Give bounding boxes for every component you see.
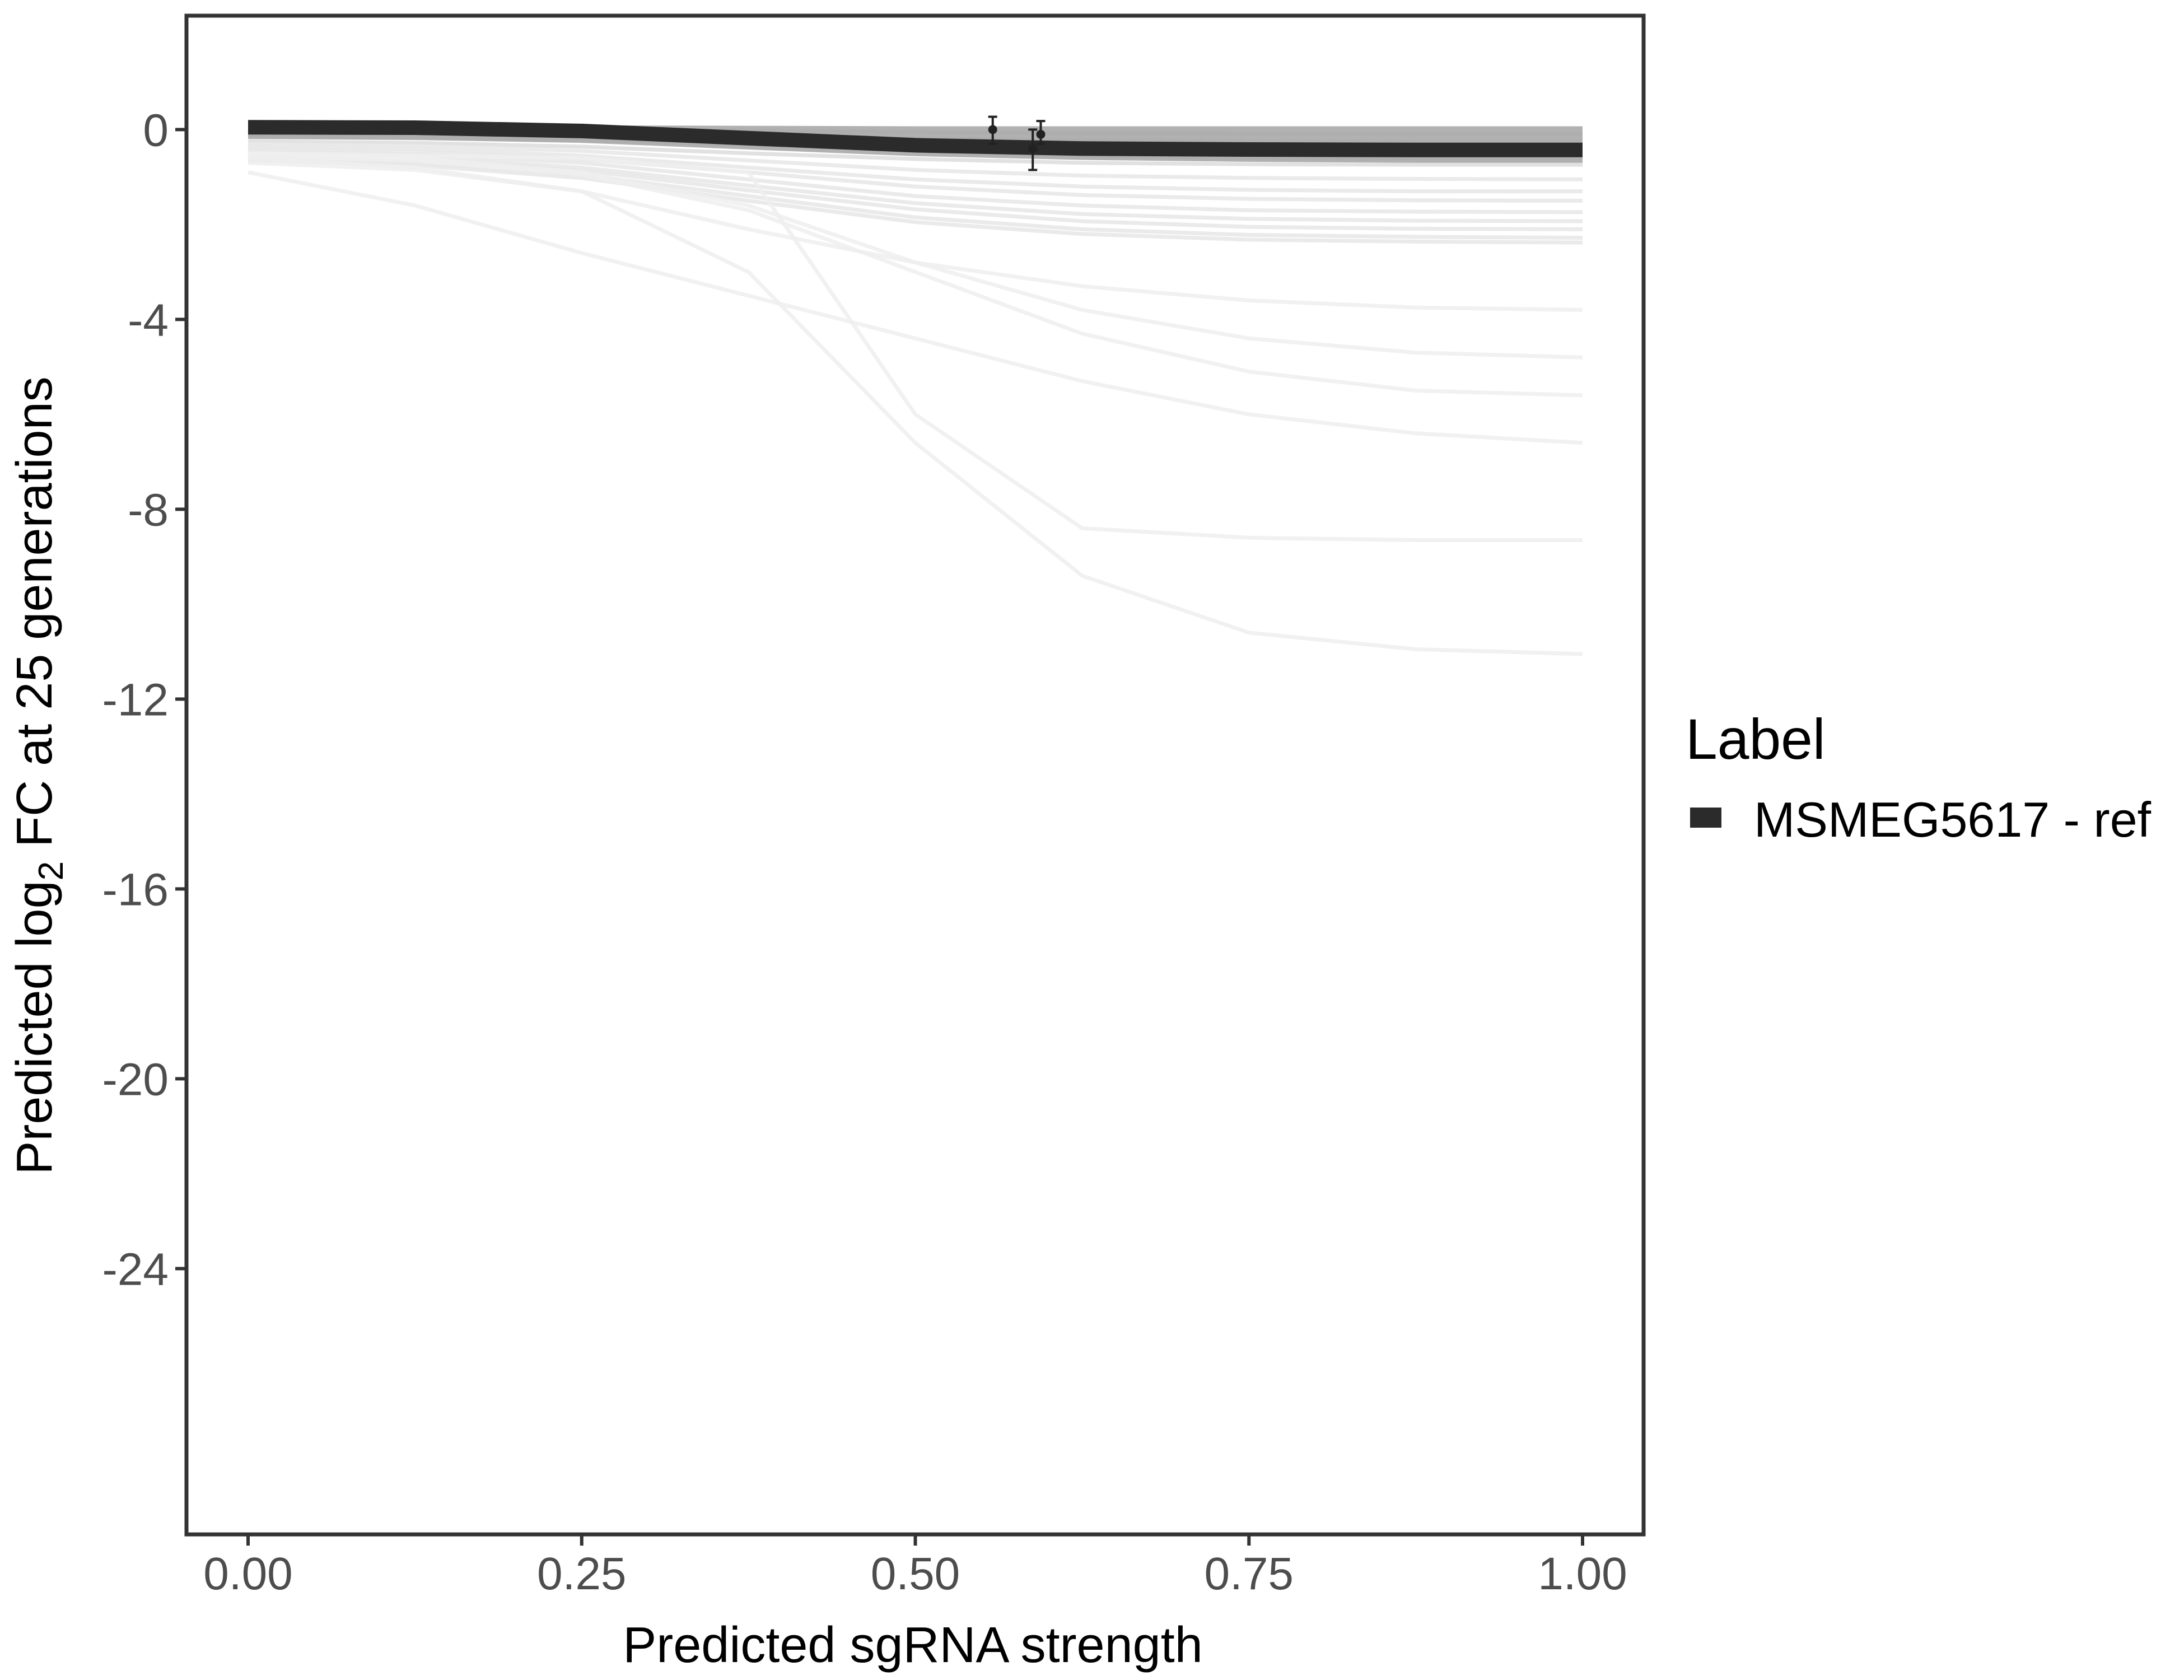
x-tick-label-1: 0.25 (537, 1548, 627, 1599)
y-tick-label-0: 0 (143, 105, 169, 156)
data-point-1 (1028, 128, 1038, 171)
background-curve-15 (248, 151, 1583, 360)
y-axis-title-suffix: FC at 25 generations (7, 376, 63, 861)
y-axis-title: Predicted log2 FC at 25 generations (7, 376, 71, 1174)
background-curve-13 (248, 158, 1583, 245)
y-tick-label-1: -4 (128, 295, 169, 346)
legend-label-msmeg5617-ref: MSMEG5617 - ref (1754, 792, 2152, 847)
background-curve-6 (248, 142, 1583, 181)
legend-key-msmeg5617-ref (1690, 808, 1721, 828)
y-axis: 0 -4 -8 -12 -16 -20 -24 (102, 105, 185, 1295)
legend-title: Label (1686, 707, 1826, 771)
background-curve-10 (248, 151, 1583, 223)
y-tick-label-2: -8 (128, 484, 169, 535)
background-curve-19 (248, 161, 1583, 656)
y-axis-title-subscript: 2 (32, 861, 71, 880)
x-axis: 0.00 0.25 0.50 0.75 1.00 (203, 1536, 1627, 1599)
plot-content (248, 115, 1583, 656)
y-tick-label-5: -20 (102, 1054, 169, 1105)
x-tick-label-3: 0.75 (1204, 1548, 1294, 1599)
x-axis-title: Predicted sgRNA strength (623, 1617, 1203, 1673)
point-marker-0 (988, 125, 997, 134)
background-curve-17 (248, 170, 1583, 445)
plot-panel-border (184, 13, 1646, 1537)
point-marker-2 (1036, 129, 1046, 139)
data-point-0 (988, 115, 997, 145)
background-curve-5 (248, 139, 1583, 167)
legend: Label MSMEG5617 - ref (1686, 707, 2152, 847)
x-tick-label-0: 0.00 (203, 1548, 293, 1599)
data-point-2 (1036, 120, 1046, 145)
y-tick-label-3: -12 (102, 674, 169, 725)
x-tick-label-2: 0.50 (871, 1548, 960, 1599)
background-curve-8 (248, 146, 1583, 203)
y-tick-label-4: -16 (102, 864, 169, 915)
series-line-msmeg5617-ref (248, 120, 1583, 157)
x-tick-label-4: 1.00 (1538, 1548, 1627, 1599)
y-axis-title-prefix: Predicted log (7, 880, 63, 1174)
point-marker-1 (1028, 144, 1038, 153)
y-tick-label-6: -24 (102, 1244, 169, 1295)
background-curve-16 (248, 153, 1583, 398)
background-curve-7 (248, 144, 1583, 194)
background-curve-18 (248, 151, 1583, 542)
